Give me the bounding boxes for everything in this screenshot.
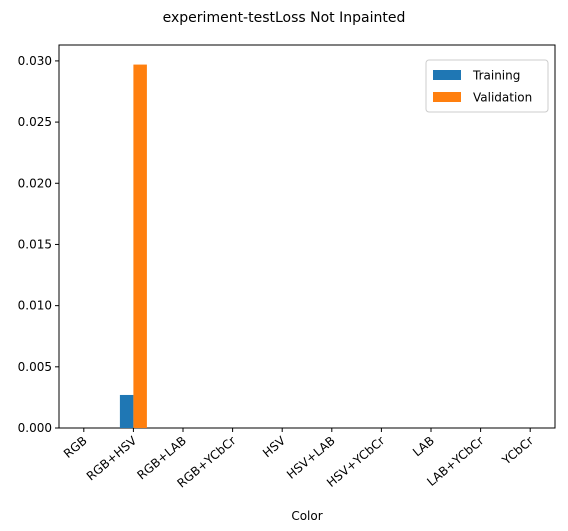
x-tick-label: RGB+HSV	[84, 433, 140, 483]
x-tick-label: RGB	[61, 434, 90, 461]
x-tick-label: LAB	[410, 434, 437, 460]
y-tick-label: 0.025	[18, 115, 52, 129]
bar-validation-rgb-hsv	[133, 64, 147, 428]
plot-frame	[58, 44, 556, 429]
y-axis: 0.000 0.005 0.010 0.015 0.020 0.025 0.030	[18, 54, 59, 435]
legend-label-validation: Validation	[473, 91, 532, 105]
legend-swatch-training	[433, 70, 461, 80]
chart-title: experiment-testLoss Not Inpainted	[163, 10, 406, 26]
bar-training-rgb-hsv	[119, 394, 134, 428]
x-tick-label: HSV	[260, 433, 289, 460]
legend-swatch-validation	[433, 92, 461, 102]
y-tick-label: 0.010	[18, 299, 52, 313]
y-tick-label: 0.015	[18, 237, 52, 251]
bars-group	[119, 64, 147, 428]
y-tick-label: 0.005	[18, 360, 52, 374]
plot-area	[58, 44, 556, 429]
x-tick-label: YCbCr	[499, 434, 536, 469]
y-tick-label: 0.000	[18, 421, 52, 435]
y-tick-label: 0.020	[18, 176, 52, 190]
legend: Training Validation	[425, 59, 549, 113]
x-axis-label: Color	[291, 509, 322, 523]
y-tick-label: 0.030	[18, 54, 52, 68]
legend-label-training: Training	[472, 69, 520, 83]
